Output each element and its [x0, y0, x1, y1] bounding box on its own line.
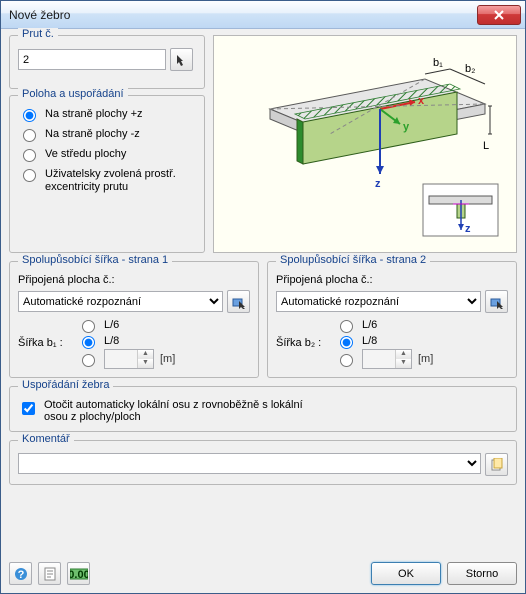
svg-text:0.00: 0.00	[70, 569, 88, 581]
legend-poloha: Poloha a uspořádání	[18, 88, 128, 100]
fieldset-komentar: Komentář	[9, 440, 517, 485]
pick-icon	[175, 53, 189, 67]
preview-pane: x y z b₁ b₂	[213, 35, 517, 253]
rib-diagram: x y z b₁ b₂	[225, 44, 505, 244]
fieldset-poloha: Poloha a uspořádání Na straně plochy +z …	[9, 95, 205, 253]
radio-label-3: Uživatelsky zvolená prostř. excentricity…	[45, 168, 196, 194]
dialog-window: Nové žebro Prut č.	[0, 0, 526, 594]
radio-input-2[interactable]	[23, 149, 36, 162]
radio-input-1[interactable]	[23, 129, 36, 142]
side2-opt-custom[interactable]	[340, 354, 353, 367]
side2-custom-spin[interactable]: ▲▼	[362, 349, 412, 369]
radio-input-3[interactable]	[23, 169, 36, 182]
side2-opt-l6-label: L/6	[362, 319, 377, 331]
cancel-button[interactable]: Storno	[447, 562, 517, 585]
side2-width-label: Šířka b₂ :	[276, 337, 331, 349]
dim-b1: b₁	[433, 57, 443, 69]
close-icon	[493, 10, 505, 20]
radio-user-eccentricity[interactable]: Uživatelsky zvolená prostř. excentricity…	[18, 168, 196, 194]
side1-opt-l8[interactable]	[82, 336, 95, 349]
left-column: Prut č. Poloha a uspořádání	[9, 35, 205, 253]
fieldset-side2: Spolupůsobící šířka - strana 2 Připojená…	[267, 261, 517, 378]
member-number-input[interactable]	[18, 49, 166, 70]
side1-custom-value[interactable]	[105, 350, 137, 368]
pick-member-button[interactable]	[170, 48, 193, 71]
side2-opt-l8[interactable]	[340, 336, 353, 349]
fieldset-side1: Spolupůsobící šířka - strana 1 Připojená…	[9, 261, 259, 378]
side2-opt-l6[interactable]	[340, 320, 353, 333]
help-button[interactable]: ?	[9, 562, 32, 585]
fieldset-usporadani: Uspořádání žebra Otočit automaticky loká…	[9, 386, 517, 432]
axis-zz-label: z	[465, 223, 471, 235]
radio-side-minus-z[interactable]: Na straně plochy -z	[18, 128, 196, 142]
radio-label-2: Ve středu plochy	[45, 148, 126, 161]
fieldset-prut: Prut č.	[9, 35, 205, 89]
side2-surface-combo[interactable]: Automatické rozpoznání	[276, 291, 481, 312]
dialog-footer: ? 0.00 OK Storno	[9, 552, 517, 585]
units-button[interactable]: 0.00	[67, 562, 90, 585]
dim-b2: b₂	[465, 63, 475, 75]
side1-width-label: Šířka b₁ :	[18, 337, 73, 349]
radio-center[interactable]: Ve středu plochy	[18, 148, 196, 162]
side1-unit: [m]	[160, 353, 175, 365]
axis-z-label: z	[375, 178, 381, 190]
top-row: Prut č. Poloha a uspořádání	[9, 35, 517, 253]
side1-opt-l6-label: L/6	[104, 319, 119, 331]
svg-text:?: ?	[17, 569, 24, 581]
side2-pick-button[interactable]	[485, 290, 508, 313]
radio-label-1: Na straně plochy -z	[45, 128, 140, 141]
copy-icon	[490, 458, 504, 472]
legend-komentar: Komentář	[18, 433, 74, 445]
dialog-content: Prut č. Poloha a uspořádání	[1, 29, 525, 593]
legend-side1: Spolupůsobící šířka - strana 1	[18, 254, 172, 266]
pick-surface-1-icon	[232, 295, 246, 309]
help-icon: ?	[14, 567, 28, 581]
pick-surface-2-icon	[490, 295, 504, 309]
side2-opt-l8-label: L/8	[362, 335, 377, 347]
side1-opt-l8-label: L/8	[104, 335, 119, 347]
ok-button[interactable]: OK	[371, 562, 441, 585]
comment-pick-button[interactable]	[485, 453, 508, 476]
note-button[interactable]	[38, 562, 61, 585]
side1-surface-combo[interactable]: Automatické rozpoznání	[18, 291, 223, 312]
rotate-axis-checkbox[interactable]	[22, 402, 35, 415]
legend-usporadani: Uspořádání žebra	[18, 379, 113, 391]
legend-side2: Spolupůsobící šířka - strana 2	[276, 254, 430, 266]
dim-L: L	[483, 140, 489, 152]
rotate-axis-label: Otočit automaticky lokální osu z rovnobě…	[44, 399, 304, 423]
titlebar: Nové žebro	[1, 1, 525, 29]
window-title: Nové žebro	[9, 8, 477, 22]
radio-side-plus-z[interactable]: Na straně plochy +z	[18, 108, 196, 122]
radio-input-0[interactable]	[23, 109, 36, 122]
close-button[interactable]	[477, 5, 521, 25]
side1-plocha-label: Připojená plocha č.:	[18, 274, 250, 286]
side2-plocha-label: Připojená plocha č.:	[276, 274, 508, 286]
side2-custom-value[interactable]	[363, 350, 395, 368]
radio-label-0: Na straně plochy +z	[45, 108, 143, 121]
position-radio-list: Na straně plochy +z Na straně plochy -z …	[18, 108, 196, 194]
width-row: Spolupůsobící šířka - strana 1 Připojená…	[9, 261, 517, 378]
side1-opt-l6[interactable]	[82, 320, 95, 333]
units-icon: 0.00	[70, 567, 88, 581]
side1-custom-spin[interactable]: ▲▼	[104, 349, 154, 369]
rotate-axis-checkbox-row[interactable]: Otočit automaticky lokální osu z rovnobě…	[18, 399, 508, 423]
comment-combo[interactable]	[18, 453, 481, 474]
side2-unit: [m]	[418, 353, 433, 365]
side1-pick-button[interactable]	[227, 290, 250, 313]
note-icon	[43, 567, 57, 581]
side1-opt-custom[interactable]	[82, 354, 95, 367]
legend-prut: Prut č.	[18, 28, 58, 40]
axis-y-label: y	[403, 121, 410, 133]
